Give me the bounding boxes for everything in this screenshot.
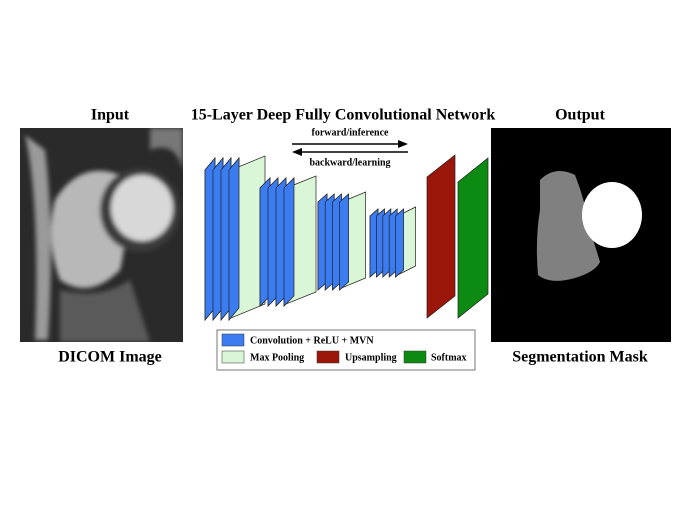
- mri-tissue: [25, 135, 51, 340]
- mri-ventricle: [111, 175, 173, 241]
- backward-arrowhead: [292, 148, 302, 156]
- network-title: 15-Layer Deep Fully Convolutional Networ…: [191, 107, 496, 124]
- arrows: forward/inference backward/learning: [292, 127, 408, 168]
- legend-label: Upsampling: [345, 352, 397, 363]
- mri-lower: [60, 280, 150, 342]
- network: [204, 154, 489, 321]
- legend: Convolution + ReLU + MVN Max Pooling Ups…: [216, 329, 476, 371]
- mask-left-ventricle: [582, 182, 642, 248]
- input-heading: Input: [91, 107, 130, 124]
- conv-layer: [395, 208, 404, 278]
- legend-label: Max Pooling: [250, 352, 304, 363]
- legend-swatch: [403, 350, 427, 364]
- input-caption: DICOM Image: [58, 349, 162, 366]
- legend-swatch: [221, 350, 245, 364]
- conv-layer: [339, 193, 349, 291]
- legend-label: Softmax: [431, 352, 467, 363]
- forward-label: forward/inference: [311, 127, 389, 138]
- softmax-layer: [457, 157, 489, 319]
- legend-swatch: [316, 350, 340, 364]
- mri-upper: [150, 128, 183, 170]
- backward-label: backward/learning: [309, 157, 390, 168]
- output-heading: Output: [555, 107, 605, 124]
- legend-swatch: [221, 333, 245, 347]
- mri-image: [20, 128, 183, 342]
- mri-structures: [25, 128, 183, 342]
- output-caption: Segmentation Mask: [512, 349, 648, 366]
- mask-right-ventricle: [536, 171, 600, 281]
- forward-arrowhead: [398, 140, 408, 148]
- conv-layer: [283, 177, 295, 307]
- legend-box: [216, 329, 476, 371]
- legend-label: Convolution + ReLU + MVN: [250, 335, 374, 346]
- upsample-layer: [426, 154, 456, 319]
- conv-layer: [228, 157, 240, 321]
